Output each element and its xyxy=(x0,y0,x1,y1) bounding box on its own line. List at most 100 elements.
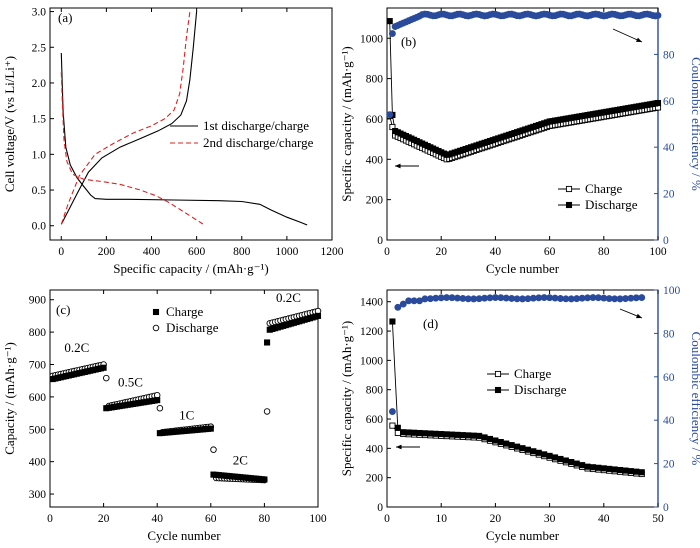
y-tick-label-b: 800 xyxy=(366,74,384,86)
rate-label-c: 0.2C xyxy=(276,290,301,305)
discharge-point-d xyxy=(546,452,553,459)
y-tick-label-c: 800 xyxy=(29,327,47,339)
x-tick-label-c: 40 xyxy=(151,513,163,525)
discharge-point-d xyxy=(530,448,537,455)
legend-label-a-0: 1st discharge/charge xyxy=(203,118,309,133)
y-tick-label-a: 0.5 xyxy=(32,185,47,197)
discharge-point-d xyxy=(476,432,483,439)
discharge-point-d xyxy=(514,443,521,450)
discharge-point-d xyxy=(427,430,434,437)
x-tick-label-d: 30 xyxy=(544,513,556,525)
discharge-point-d xyxy=(573,460,580,467)
charge-point-d xyxy=(389,422,396,429)
x-tick-label-c: 0 xyxy=(47,513,53,525)
x-tick-label-d: 40 xyxy=(598,513,610,525)
discharge-point-d xyxy=(535,449,542,456)
x-tick-label-c: 60 xyxy=(205,513,217,525)
discharge-point-d xyxy=(389,318,396,325)
y-tick-label-d: 400 xyxy=(366,443,384,455)
discharge-point-d xyxy=(568,459,575,466)
discharge-point-d xyxy=(438,431,445,438)
x-tick-label-b: 0 xyxy=(384,246,390,258)
discharge-point-d xyxy=(454,431,461,438)
legend-marker-d-1 xyxy=(494,386,502,394)
x-tick-label-a: 800 xyxy=(233,246,251,258)
discharge-point-d xyxy=(459,432,466,439)
y2-tick-label-d: 40 xyxy=(663,415,675,427)
legend-marker-b-0 xyxy=(565,185,573,193)
x-axis-label-d: Cycle number xyxy=(486,528,560,543)
y2-tick-label-b: 40 xyxy=(663,142,675,154)
charge-point-d xyxy=(394,429,401,437)
x-tick-label-b: 100 xyxy=(649,246,667,258)
discharge-point-d xyxy=(508,442,515,449)
y-tick-label-d: 0 xyxy=(377,502,383,514)
y-tick-label-b: 600 xyxy=(366,114,384,126)
panel-label-d: (d) xyxy=(423,316,438,331)
discharge-point-d xyxy=(579,462,586,469)
x-tick-label-b: 80 xyxy=(598,246,610,258)
discharge-point-d xyxy=(595,464,602,471)
discharge-point-d xyxy=(562,457,569,464)
legend-marker-d-0 xyxy=(494,370,502,378)
y-tick-label-d: 1200 xyxy=(360,326,383,338)
discharge-point-d xyxy=(416,429,423,437)
discharge-point-b xyxy=(654,99,662,107)
x-tick-label-c: 100 xyxy=(309,513,327,525)
charge-point-c xyxy=(314,312,322,319)
series-line-a-2 xyxy=(60,72,204,225)
x-tick-label-d: 0 xyxy=(384,513,390,525)
discharge-point-d xyxy=(551,454,559,461)
ce-point-b xyxy=(388,30,396,37)
y-tick-label-c: 900 xyxy=(29,295,47,307)
y2-tick-label-b: 0 xyxy=(663,235,669,247)
y-tick-label-c: 700 xyxy=(29,359,47,371)
y-tick-label-c: 400 xyxy=(29,457,47,469)
discharge-point-d xyxy=(486,435,494,443)
discharge-point-c xyxy=(103,374,110,382)
y2-tick-label-b: 20 xyxy=(663,189,675,201)
arrow-ce-d-head xyxy=(636,313,642,319)
y-tick-label-a: 1.5 xyxy=(32,114,47,126)
x-tick-label-a: 400 xyxy=(143,246,161,258)
ce-point-b xyxy=(654,11,662,19)
legend-marker-c-0 xyxy=(152,308,160,316)
discharge-point-d xyxy=(421,430,428,437)
series-line-a-3 xyxy=(60,11,191,225)
arrow-capacity-d-head xyxy=(396,444,402,450)
discharge-point-c xyxy=(263,408,271,415)
x-tick-label-b: 20 xyxy=(435,246,447,258)
y-tick-label-d: 600 xyxy=(366,414,384,426)
legend-label-c-1: Discharge xyxy=(166,320,219,335)
x-tick-label-a: 1200 xyxy=(321,246,344,258)
legend-label-d-1: Discharge xyxy=(514,382,567,397)
y2-tick-label-d: 20 xyxy=(663,459,675,471)
y2-tick-label-b: 80 xyxy=(663,49,675,61)
discharge-point-d xyxy=(617,466,624,474)
y2-tick-label-d: 0 xyxy=(663,502,669,514)
arrow-capacity-b-head xyxy=(395,163,401,169)
discharge-point-d xyxy=(606,465,613,472)
discharge-point-d xyxy=(465,432,472,439)
discharge-point-d xyxy=(633,468,640,475)
y2-tick-label-d: 100 xyxy=(663,285,681,297)
y-tick-label-d: 800 xyxy=(366,385,384,397)
legend-label-c-0: Charge xyxy=(166,304,204,319)
y-tick-label-b: 200 xyxy=(366,195,384,207)
y-tick-label-a: 3.0 xyxy=(32,7,47,19)
y-axis-label-a: Cell voltage/V (vs Li/Li⁺) xyxy=(2,56,17,192)
panel-label-c: (c) xyxy=(56,302,70,317)
discharge-point-d xyxy=(627,468,634,475)
discharge-point-d xyxy=(405,429,412,436)
y-axis-label-d: Specific capacity / (mAh·g⁻¹) xyxy=(339,321,354,477)
x-tick-label-a: 0 xyxy=(58,246,64,258)
ce-point-d xyxy=(394,303,402,311)
discharge-point-d xyxy=(497,438,504,446)
y-tick-label-c: 500 xyxy=(29,424,47,436)
discharge-point-d xyxy=(492,437,499,444)
legend-label-d-0: Charge xyxy=(514,366,552,381)
legend-marker-b-1 xyxy=(565,201,573,209)
discharge-point-c xyxy=(210,446,217,453)
y-tick-label-a: 2.5 xyxy=(32,42,47,54)
